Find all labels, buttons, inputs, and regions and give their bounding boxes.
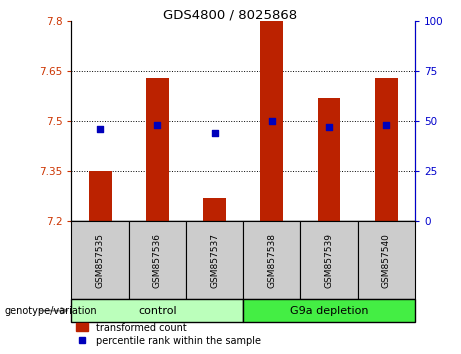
Text: GSM857536: GSM857536 <box>153 233 162 288</box>
Bar <box>318 98 341 221</box>
Text: GSM857539: GSM857539 <box>325 233 334 288</box>
Bar <box>301 221 358 299</box>
Text: GSM857540: GSM857540 <box>382 233 391 288</box>
Text: genotype/variation: genotype/variation <box>5 306 97 316</box>
Point <box>268 118 276 124</box>
Point <box>154 122 161 128</box>
Bar <box>203 198 226 221</box>
Point <box>325 124 333 130</box>
Text: GSM857538: GSM857538 <box>267 233 276 288</box>
Bar <box>243 299 415 322</box>
Point <box>383 122 390 128</box>
Legend: transformed count, percentile rank within the sample: transformed count, percentile rank withi… <box>77 323 261 346</box>
Text: GSM857537: GSM857537 <box>210 233 219 288</box>
Bar <box>71 299 243 322</box>
Bar <box>186 221 243 299</box>
Bar <box>243 221 301 299</box>
Text: GDS4800 / 8025868: GDS4800 / 8025868 <box>164 9 297 22</box>
Point <box>211 130 218 136</box>
Bar <box>129 221 186 299</box>
Bar <box>146 78 169 221</box>
Text: control: control <box>138 306 177 316</box>
Bar <box>71 221 129 299</box>
Text: GSM857535: GSM857535 <box>95 233 105 288</box>
Bar <box>358 221 415 299</box>
Bar <box>260 21 283 221</box>
Bar <box>375 78 398 221</box>
Bar <box>89 171 112 221</box>
Point <box>96 126 104 132</box>
Text: G9a depletion: G9a depletion <box>290 306 368 316</box>
